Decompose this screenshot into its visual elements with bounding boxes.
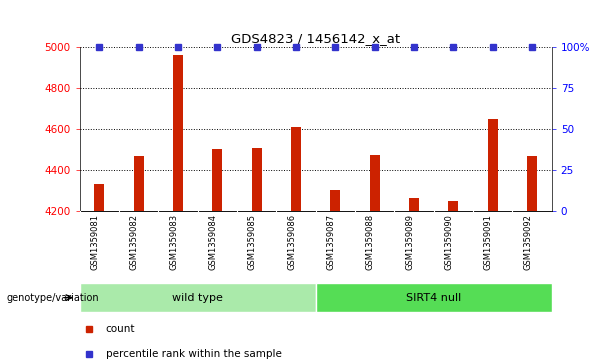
- Bar: [449, 201, 459, 211]
- Text: GSM1359089: GSM1359089: [405, 214, 414, 270]
- Text: genotype/variation: genotype/variation: [6, 293, 99, 303]
- Title: GDS4823 / 1456142_x_at: GDS4823 / 1456142_x_at: [231, 32, 400, 45]
- Bar: [213, 149, 223, 211]
- Text: GSM1359087: GSM1359087: [326, 214, 335, 270]
- Text: GSM1359081: GSM1359081: [90, 214, 99, 270]
- Text: GSM1359083: GSM1359083: [169, 214, 178, 270]
- Bar: [370, 155, 379, 211]
- Bar: [488, 119, 498, 211]
- Text: GSM1359088: GSM1359088: [366, 214, 375, 270]
- Text: GSM1359091: GSM1359091: [484, 214, 493, 270]
- Text: percentile rank within the sample: percentile rank within the sample: [105, 348, 281, 359]
- Text: wild type: wild type: [172, 293, 223, 303]
- Bar: [80, 283, 316, 312]
- Bar: [252, 148, 262, 211]
- Bar: [173, 55, 183, 211]
- Bar: [94, 184, 104, 211]
- Text: GSM1359090: GSM1359090: [444, 214, 454, 270]
- Text: GSM1359082: GSM1359082: [130, 214, 139, 270]
- Text: GSM1359086: GSM1359086: [287, 214, 296, 270]
- Text: SIRT4 null: SIRT4 null: [406, 293, 462, 303]
- Bar: [134, 156, 143, 211]
- Text: GSM1359092: GSM1359092: [523, 214, 532, 270]
- Text: count: count: [105, 324, 135, 334]
- Text: GSM1359084: GSM1359084: [208, 214, 218, 270]
- Bar: [409, 198, 419, 211]
- Text: GSM1359085: GSM1359085: [248, 214, 257, 270]
- Bar: [527, 156, 537, 211]
- Bar: [316, 283, 552, 312]
- Bar: [291, 127, 301, 211]
- Bar: [330, 190, 340, 211]
